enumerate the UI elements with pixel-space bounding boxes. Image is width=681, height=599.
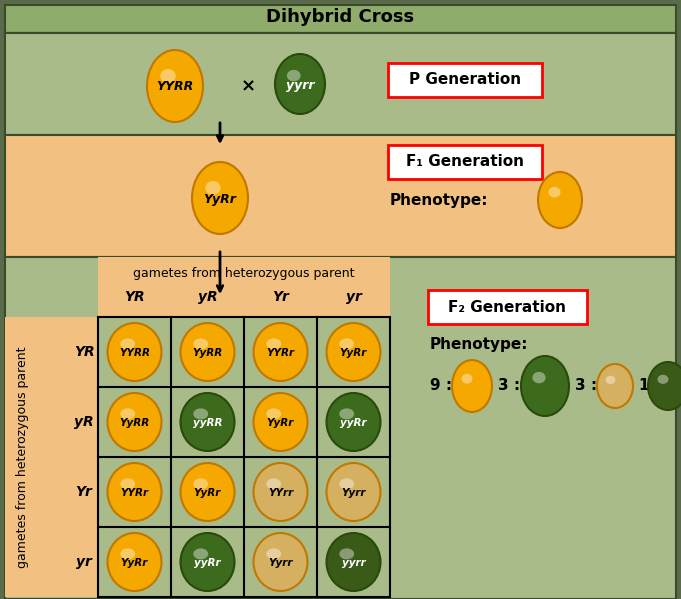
FancyBboxPatch shape <box>98 317 390 597</box>
Ellipse shape <box>192 162 248 234</box>
Ellipse shape <box>121 338 135 349</box>
Text: ×: × <box>240 77 255 95</box>
Ellipse shape <box>452 360 492 412</box>
Ellipse shape <box>597 364 633 408</box>
Text: YYRR: YYRR <box>119 348 150 358</box>
Ellipse shape <box>326 463 381 521</box>
FancyBboxPatch shape <box>5 33 676 135</box>
Text: 9 :: 9 : <box>430 379 452 394</box>
Text: YYRR: YYRR <box>157 80 193 93</box>
Ellipse shape <box>266 479 281 489</box>
Text: yyRr: yyRr <box>194 558 221 568</box>
Ellipse shape <box>147 50 203 122</box>
Ellipse shape <box>326 323 381 381</box>
Ellipse shape <box>605 376 616 384</box>
Text: 3 :: 3 : <box>498 379 520 394</box>
Ellipse shape <box>339 548 354 559</box>
Text: Phenotype:: Phenotype: <box>390 192 488 207</box>
FancyBboxPatch shape <box>5 33 676 135</box>
Text: YyRr: YyRr <box>194 488 221 498</box>
Ellipse shape <box>160 69 176 83</box>
Text: YR: YR <box>74 345 94 359</box>
Ellipse shape <box>193 338 208 349</box>
Ellipse shape <box>121 548 135 559</box>
Ellipse shape <box>648 362 681 410</box>
Ellipse shape <box>657 375 669 384</box>
Text: yyRR: yyRR <box>193 418 222 428</box>
Text: yyrr: yyrr <box>286 78 314 92</box>
Ellipse shape <box>180 533 234 591</box>
Ellipse shape <box>339 338 354 349</box>
Ellipse shape <box>326 393 381 451</box>
Text: yyRr: yyRr <box>340 418 367 428</box>
Text: YyRr: YyRr <box>267 418 294 428</box>
Ellipse shape <box>193 548 208 559</box>
Text: YyRr: YyRr <box>340 348 367 358</box>
Text: Yyrr: Yyrr <box>341 488 366 498</box>
Ellipse shape <box>253 533 308 591</box>
Text: Phenotype:: Phenotype: <box>430 337 528 352</box>
Ellipse shape <box>108 533 161 591</box>
Text: YYRr: YYRr <box>266 348 295 358</box>
Ellipse shape <box>287 70 300 81</box>
Text: P Generation: P Generation <box>409 72 521 87</box>
Ellipse shape <box>548 187 560 198</box>
Text: 3 :: 3 : <box>575 379 597 394</box>
Text: yr: yr <box>76 555 92 569</box>
Ellipse shape <box>533 372 545 383</box>
Ellipse shape <box>339 479 354 489</box>
Text: gametes from heterozygous parent: gametes from heterozygous parent <box>16 346 29 568</box>
Ellipse shape <box>253 463 308 521</box>
Text: Yr: Yr <box>76 485 93 499</box>
Text: yR: yR <box>197 290 217 304</box>
FancyBboxPatch shape <box>5 317 98 597</box>
Text: yyrr: yyrr <box>342 558 366 568</box>
Text: F₁ Generation: F₁ Generation <box>406 155 524 170</box>
Text: YYrr: YYrr <box>268 488 293 498</box>
Ellipse shape <box>121 409 135 419</box>
Ellipse shape <box>462 374 473 384</box>
FancyBboxPatch shape <box>5 5 676 33</box>
FancyBboxPatch shape <box>428 290 587 324</box>
Text: Yr: Yr <box>272 290 289 304</box>
Ellipse shape <box>253 393 308 451</box>
Text: Dihybrid Cross: Dihybrid Cross <box>266 8 415 26</box>
Ellipse shape <box>538 172 582 228</box>
Ellipse shape <box>326 533 381 591</box>
Ellipse shape <box>108 393 161 451</box>
Ellipse shape <box>266 409 281 419</box>
Ellipse shape <box>205 181 221 195</box>
FancyBboxPatch shape <box>98 257 390 317</box>
Text: yr: yr <box>345 290 362 304</box>
Ellipse shape <box>108 463 161 521</box>
Text: YyRR: YyRR <box>119 418 150 428</box>
Text: F₂ Generation: F₂ Generation <box>448 300 566 314</box>
Ellipse shape <box>275 54 325 114</box>
Ellipse shape <box>180 323 234 381</box>
FancyBboxPatch shape <box>388 63 542 97</box>
Ellipse shape <box>193 479 208 489</box>
Text: YYRr: YYRr <box>121 488 148 498</box>
Ellipse shape <box>339 409 354 419</box>
Ellipse shape <box>108 323 161 381</box>
Text: Yyrr: Yyrr <box>268 558 293 568</box>
Ellipse shape <box>193 409 208 419</box>
Text: YR: YR <box>124 290 145 304</box>
Text: gametes from heterozygous parent: gametes from heterozygous parent <box>133 267 355 280</box>
FancyBboxPatch shape <box>5 135 676 257</box>
Text: YyRr: YyRr <box>204 192 236 205</box>
Ellipse shape <box>121 479 135 489</box>
Text: 1: 1 <box>638 379 648 394</box>
Ellipse shape <box>266 338 281 349</box>
Ellipse shape <box>266 548 281 559</box>
Text: YyRR: YyRR <box>192 348 223 358</box>
Text: YyRr: YyRr <box>121 558 148 568</box>
FancyBboxPatch shape <box>388 145 542 179</box>
Text: yR: yR <box>74 415 94 429</box>
Ellipse shape <box>253 323 308 381</box>
Ellipse shape <box>521 356 569 416</box>
Ellipse shape <box>180 463 234 521</box>
FancyBboxPatch shape <box>5 257 676 599</box>
Ellipse shape <box>180 393 234 451</box>
